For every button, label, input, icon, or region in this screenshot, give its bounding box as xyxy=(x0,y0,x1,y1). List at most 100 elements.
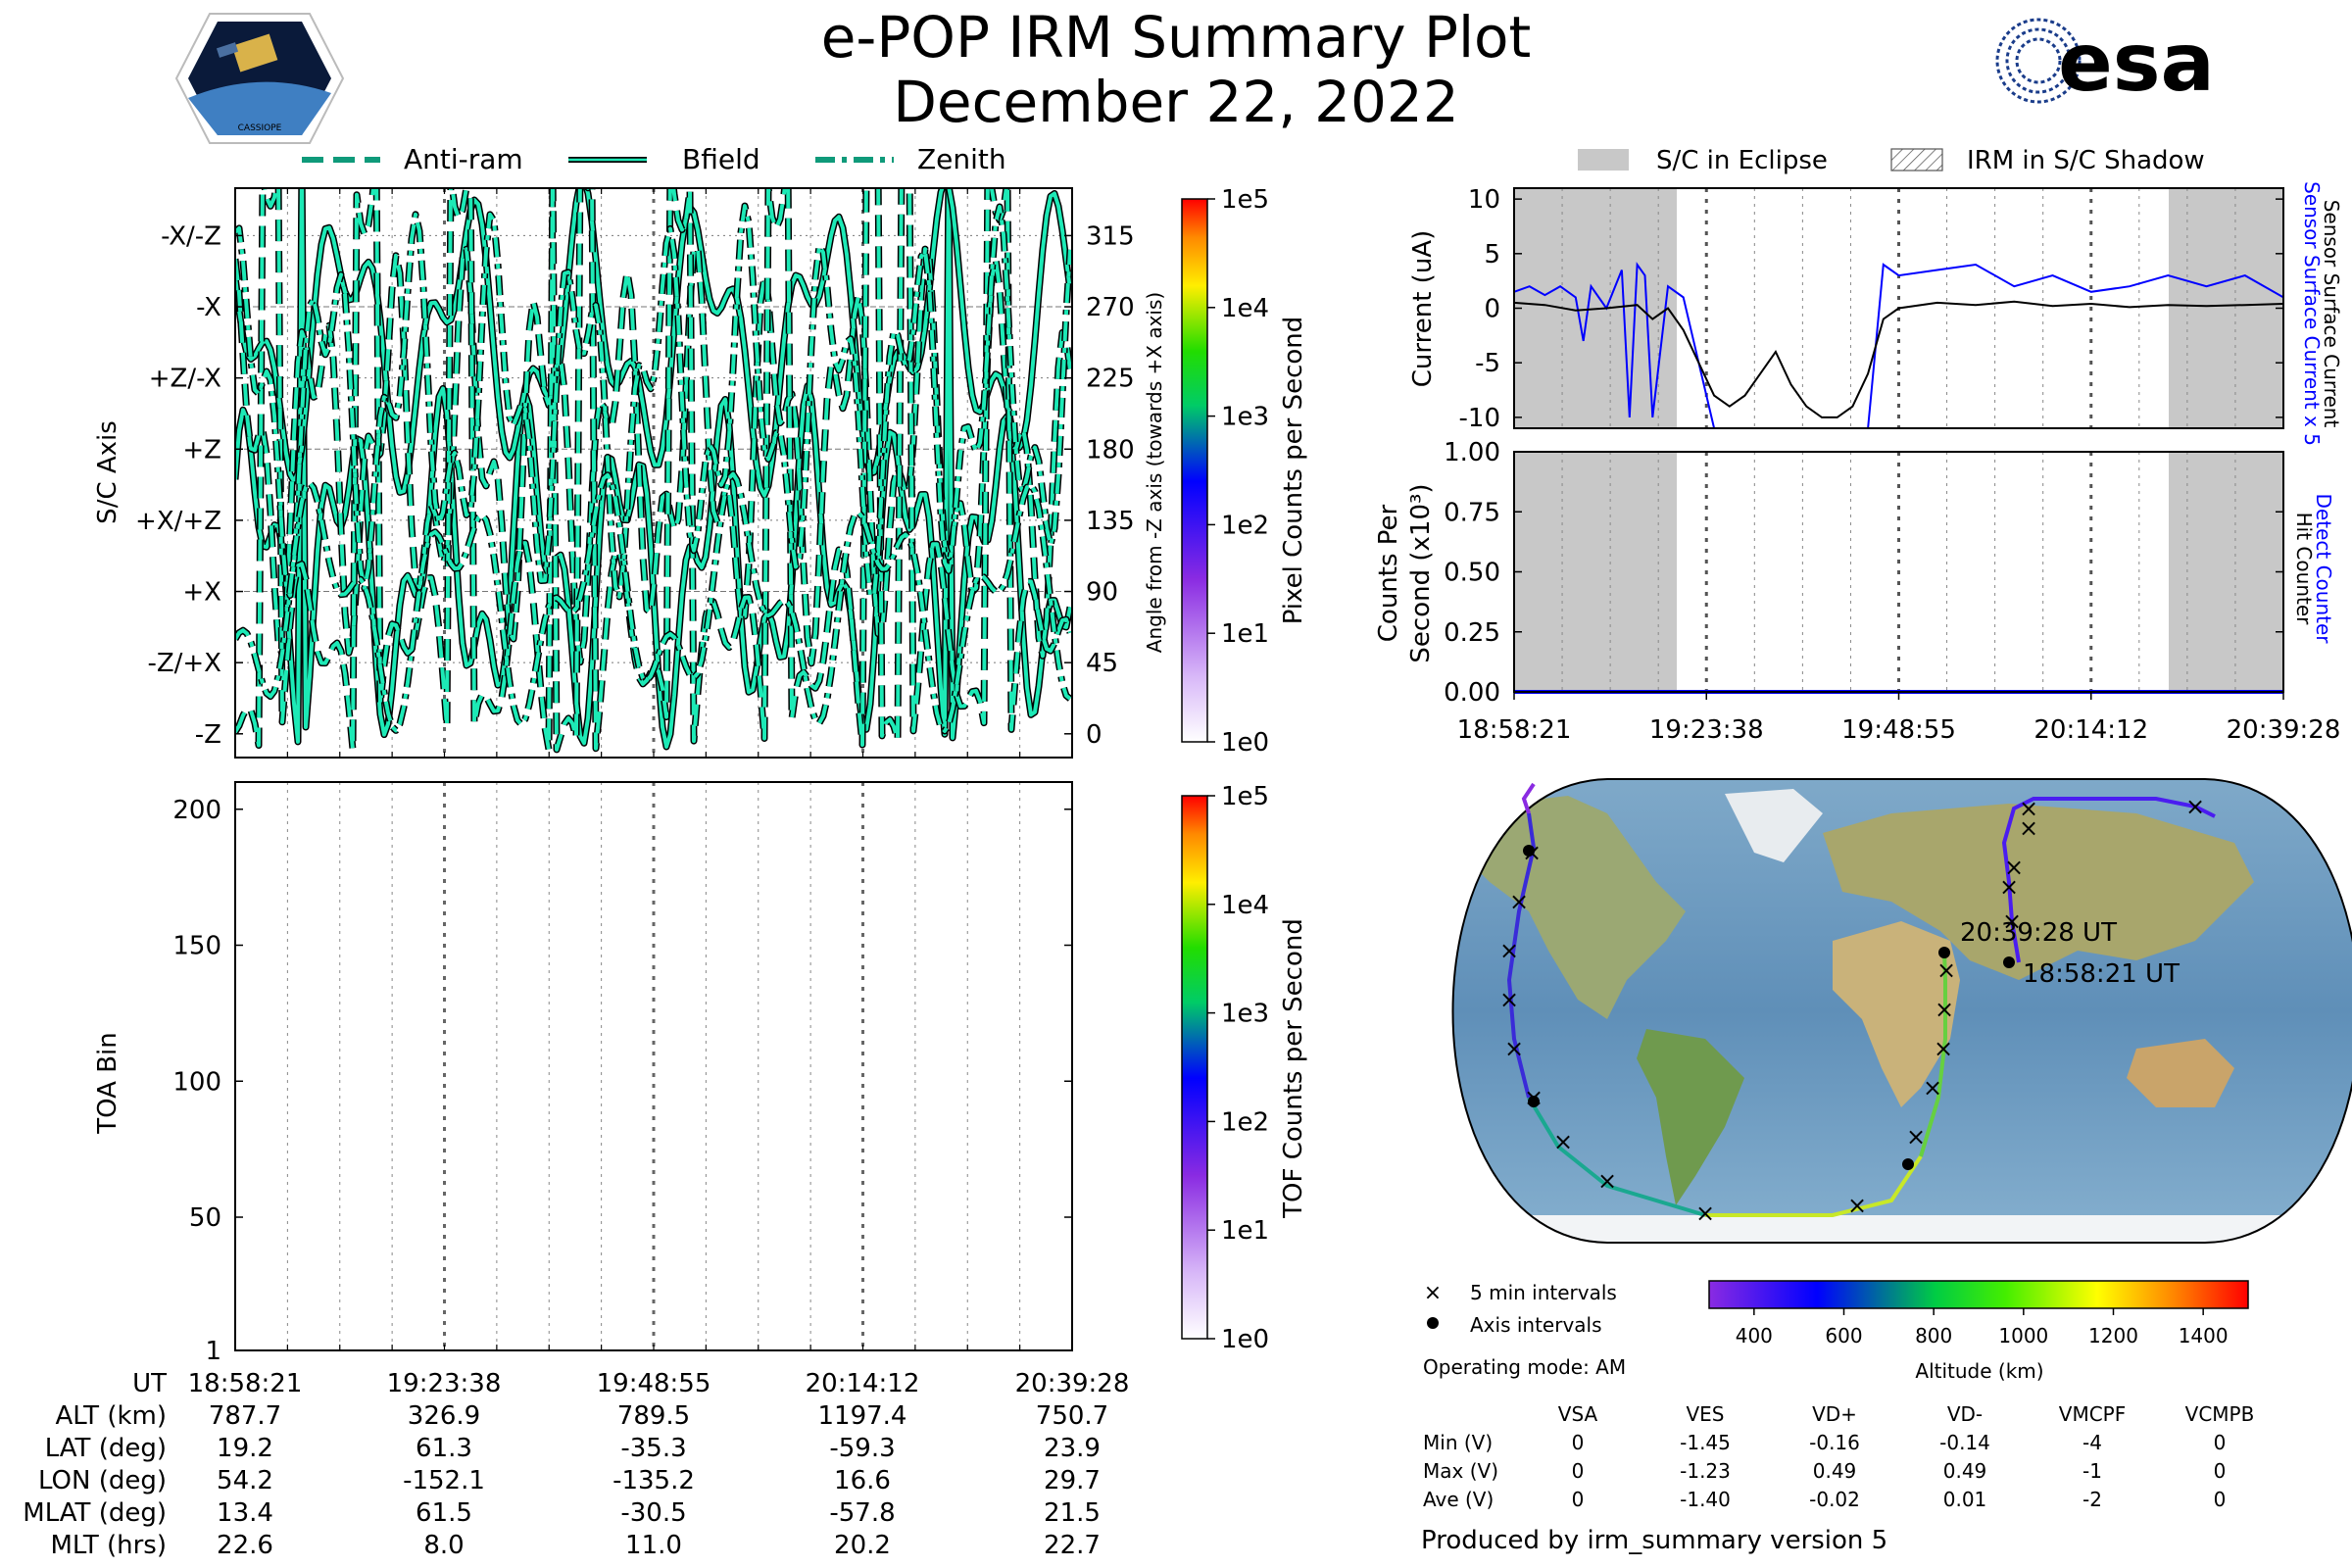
page-title: e-POP IRM Summary Plot xyxy=(821,4,1532,71)
legend-cross-icon: × xyxy=(1424,1281,1442,1305)
toa-ylabel: TOA Bin xyxy=(93,1032,122,1134)
voltage-value: -4 xyxy=(2082,1431,2102,1454)
orbit-start-label: 18:58:21 UT xyxy=(2023,959,2180,989)
time-tick: 20:39:28 xyxy=(2227,715,2341,745)
altitude-tick: 1000 xyxy=(1998,1324,2048,1348)
ephemeris-value: 19.2 xyxy=(217,1434,273,1463)
ephemeris-value: 61.5 xyxy=(416,1498,472,1528)
five-minute-marker: × xyxy=(2002,907,2022,935)
voltage-row-label: Ave (V) xyxy=(1423,1488,1494,1511)
five-minute-marker: × xyxy=(1847,1192,1867,1219)
sc-axis-panel: -Z 0 -Z/+X 45 +X 90 +X/+Z 135 +Z 180 +Z/-X 225 -X 270… xyxy=(93,187,1166,759)
orbit-track: ××××××××××××××××××××× xyxy=(1499,782,2216,1227)
voltage-value: 0 xyxy=(1572,1459,1585,1483)
five-minute-marker: × xyxy=(2185,793,2205,820)
anti-ram-trace xyxy=(235,245,1072,665)
footer: Produced by irm_summary version 5 xyxy=(1421,1526,1887,1555)
ephemeris-value: 11.0 xyxy=(625,1531,682,1560)
voltage-value: -1 xyxy=(2082,1459,2102,1483)
ephemeris-value: 19:48:55 xyxy=(597,1369,711,1398)
voltage-value: 0.49 xyxy=(1813,1459,1857,1483)
axis-interval-marker xyxy=(1902,1158,1914,1170)
time-tick: 18:58:21 xyxy=(1457,715,1572,745)
ephemeris-value: 19:23:38 xyxy=(387,1369,502,1398)
ephemeris-table: UT 18:58:21 19:23:38 19:48:55 20:14:12 20:39:… xyxy=(23,1369,1129,1560)
legend-bfield: Bfield xyxy=(682,143,760,175)
counts-ylabel-2: Second (x10³) xyxy=(1406,483,1436,662)
orbit-segment xyxy=(1527,1096,1706,1217)
voltage-value: -0.14 xyxy=(1939,1431,1990,1454)
ephemeris-value: 16.6 xyxy=(834,1466,891,1495)
legend-5min: 5 min intervals xyxy=(1470,1281,1617,1304)
voltage-row-label: Min (V) xyxy=(1423,1431,1493,1454)
ephemeris-label: MLAT (deg) xyxy=(23,1498,167,1528)
sc-axis-ytick: +X xyxy=(182,578,221,608)
toa-ytick: 150 xyxy=(172,932,221,961)
altitude-tick: 800 xyxy=(1915,1324,1952,1348)
voltage-value: -2 xyxy=(2082,1488,2102,1511)
sc-axis-ylabel: S/C Axis xyxy=(93,420,122,524)
sc-axis-y2tick: 0 xyxy=(1086,720,1102,750)
five-minute-marker: × xyxy=(2019,814,2038,842)
counts-right-black: Hit Counter xyxy=(2292,513,2316,625)
ephemeris-value: -152.1 xyxy=(403,1466,485,1495)
five-minute-marker: × xyxy=(1553,1128,1573,1155)
ephemeris-label: ALT (km) xyxy=(55,1401,167,1431)
voltage-table: VSA VES VD+ VD- VMCPF VCMPB Min (V) 0 -1.45 -0.16… xyxy=(1423,1402,2254,1511)
five-minute-marker: × xyxy=(2004,854,2024,881)
tof-colorbar: 1e0 1e1 1e2 1e3 1e4 1e5 TOF Counts per Second xyxy=(1181,782,1308,1354)
five-minute-marker: × xyxy=(2019,795,2038,822)
axis-interval-marker xyxy=(1528,1096,1540,1107)
map-legend: × 5 min intervals Axis intervals Operati… xyxy=(1423,1281,1626,1379)
counts-panel: 0.00 0.25 0.50 0.75 1.00 Counts Per Second (… xyxy=(1374,438,2335,708)
legend-eclipse: S/C in Eclipse xyxy=(1656,146,1828,175)
ephemeris-value: 13.4 xyxy=(217,1498,273,1528)
sc-axis-y2tick: 315 xyxy=(1086,221,1135,251)
sc-axis-traces xyxy=(235,188,1072,754)
ephemeris-value: 787.7 xyxy=(209,1401,281,1431)
voltage-value: 0.01 xyxy=(1943,1488,1987,1511)
voltage-value: 0 xyxy=(1572,1488,1585,1511)
five-minute-marker: × xyxy=(1906,1123,1926,1151)
legend-zenith: Zenith xyxy=(917,143,1006,175)
colorbar-tick: 1e3 xyxy=(1221,403,1269,432)
ephemeris-value: 29.7 xyxy=(1044,1466,1101,1495)
sc-axis-ytick: +X/+Z xyxy=(135,507,221,536)
current-ytick: -5 xyxy=(1475,349,1500,378)
cassiope-logo: CASSIOPE xyxy=(174,13,345,144)
voltage-header: VD- xyxy=(1947,1402,1983,1426)
ephemeris-value: 789.5 xyxy=(617,1401,690,1431)
altitude-label: Altitude (km) xyxy=(1915,1359,2043,1383)
voltage-value: 0.49 xyxy=(1943,1459,1987,1483)
tof-colorbar-label: TOF Counts per Second xyxy=(1279,918,1308,1219)
voltage-value: -1.45 xyxy=(1680,1431,1731,1454)
five-minute-marker: × xyxy=(1935,996,1954,1023)
current-ytick: -10 xyxy=(1459,404,1500,433)
ephemeris-value: 54.2 xyxy=(217,1466,273,1495)
voltage-value: 0 xyxy=(2214,1431,2227,1454)
current-right-black: Sensor Surface Current xyxy=(2320,200,2343,428)
altitude-tick: 1400 xyxy=(2179,1324,2229,1348)
altitude-colorbar: 400 600 800 1000 1200 1400 Altitude (km) xyxy=(1708,1280,2249,1383)
orbit-segment xyxy=(1919,950,1947,1157)
axis-interval-marker xyxy=(1938,947,1950,958)
ephemeris-label: MLT (hrs) xyxy=(51,1531,168,1560)
sc-axis-y2tick: 225 xyxy=(1086,365,1135,394)
voltage-value: -1.23 xyxy=(1680,1459,1731,1483)
voltage-value: -1.40 xyxy=(1680,1488,1731,1511)
toa-ytick: 200 xyxy=(172,796,221,825)
sc-axis-ytick: -X xyxy=(196,293,221,322)
counts-right-blue: Detect Counter xyxy=(2312,494,2335,645)
ephemeris-value: 22.6 xyxy=(217,1531,273,1560)
sc-axis-ytick: -Z xyxy=(195,720,221,750)
toa-ytick: 100 xyxy=(172,1067,221,1097)
eclipse-region xyxy=(1514,452,1677,692)
colorbar-tick: 1e0 xyxy=(1221,1325,1269,1354)
ephemeris-value: 18:58:21 xyxy=(188,1369,303,1398)
sc-axis-y2label: Angle from -Z axis (towards +X axis) xyxy=(1143,292,1166,653)
sc-axis-ytick: -Z/+X xyxy=(147,649,221,678)
ephemeris-label: UT xyxy=(132,1369,167,1398)
colorbar-tick: 1e0 xyxy=(1221,728,1269,758)
